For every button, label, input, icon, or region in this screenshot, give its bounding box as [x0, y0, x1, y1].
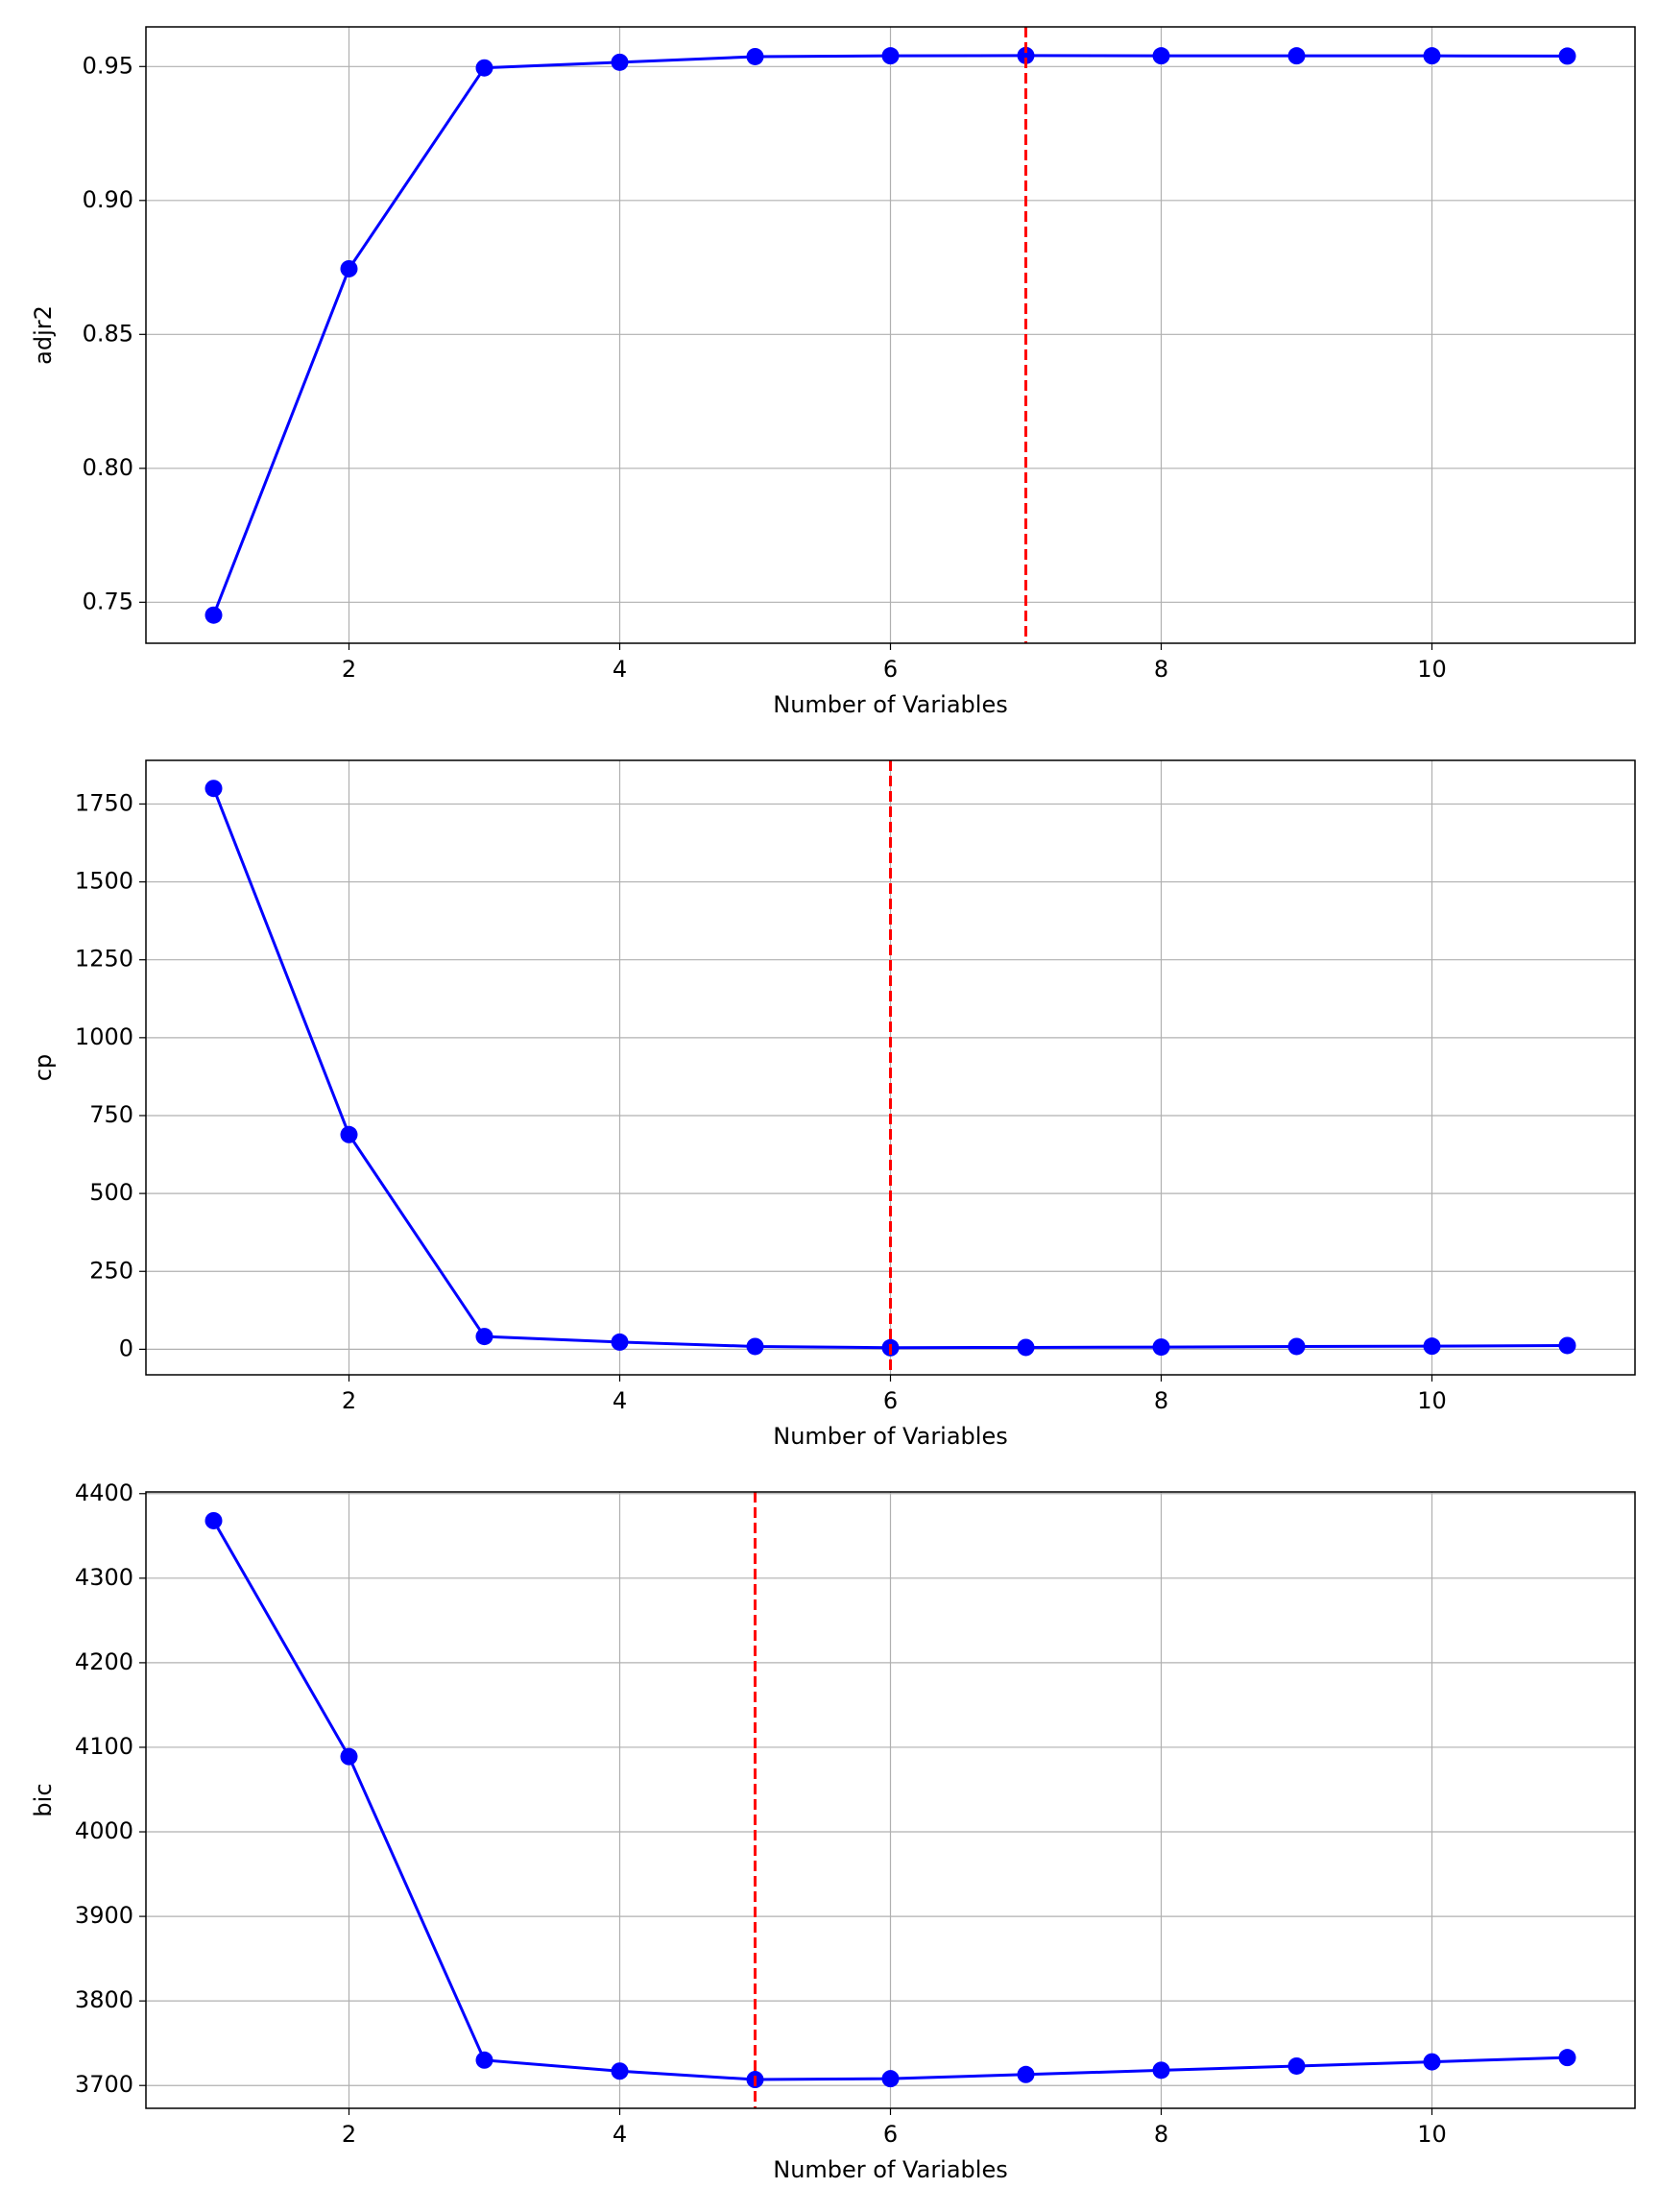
data-point [611, 53, 629, 71]
y-tick-label: 0.95 [83, 52, 133, 79]
data-point [204, 780, 223, 798]
data-point [340, 1747, 358, 1766]
x-tick-label: 10 [1417, 2121, 1447, 2148]
data-point [204, 606, 223, 624]
y-tick-label: 250 [89, 1257, 133, 1284]
subplot: 2 4 6 8 10 0 250 500 750 1000 1250 1500 1750 Number o… [30, 759, 1636, 1450]
y-tick-label: 1750 [75, 789, 133, 816]
data-point [611, 2062, 629, 2080]
y-tick-label: 1250 [75, 946, 133, 973]
axes-frame [145, 1491, 1636, 2109]
y-tick-label: 3900 [75, 1902, 133, 1929]
data-point [1017, 46, 1035, 64]
x-tick-label: 8 [1154, 2121, 1168, 2148]
y-tick-label: 0.80 [83, 454, 133, 481]
x-axis-label: Number of Variables [773, 2156, 1007, 2183]
data-point [746, 1337, 764, 1356]
x-tick-label: 8 [1154, 1387, 1168, 1414]
data-point [1423, 1337, 1441, 1356]
y-tick-label: 1000 [75, 1023, 133, 1050]
data-point [1152, 1338, 1170, 1357]
x-tick-label: 4 [613, 1387, 627, 1414]
x-tick-label: 4 [613, 656, 627, 683]
y-axis-label: bic [30, 1783, 57, 1816]
plot-area [204, 27, 1576, 643]
y-tick-label: 500 [89, 1179, 133, 1206]
data-point [1017, 1338, 1035, 1357]
data-point [1287, 2056, 1306, 2075]
x-axis-label: Number of Variables [773, 691, 1007, 718]
data-point [1558, 47, 1576, 65]
data-point [1017, 2065, 1035, 2083]
data-point [1287, 1337, 1306, 1356]
data-point [204, 1511, 223, 1529]
x-tick-label: 10 [1417, 1387, 1447, 1414]
y-tick-label: 4400 [75, 1479, 133, 1506]
data-point [881, 2070, 900, 2088]
y-tick-label: 4300 [75, 1564, 133, 1591]
x-tick-label: 2 [342, 656, 356, 683]
y-tick-label: 750 [89, 1101, 133, 1128]
y-tick-label: 0.85 [83, 320, 133, 347]
data-point [881, 47, 900, 65]
y-axis-label: cp [30, 1054, 57, 1081]
axes-frame [145, 26, 1636, 644]
x-tick-label: 2 [342, 1387, 356, 1414]
x-tick-label: 6 [883, 656, 898, 683]
y-tick-label: 0.90 [83, 186, 133, 213]
plot-area [204, 760, 1576, 1375]
plot-area [204, 1492, 1576, 2108]
x-tick-label: 10 [1417, 656, 1447, 683]
data-point [1558, 2049, 1576, 2067]
x-axis-label: Number of Variables [773, 1423, 1007, 1450]
data-point [1152, 2061, 1170, 2080]
data-point [611, 1333, 629, 1351]
data-point [1423, 47, 1441, 65]
axes-frame [145, 759, 1636, 1376]
x-tick-label: 6 [883, 1387, 898, 1414]
x-tick-label: 4 [613, 2121, 627, 2148]
y-tick-label: 4000 [75, 1817, 133, 1844]
subplot: 2 4 6 8 10 3700 3800 3900 4000 4100 4200 4300 4400 Nu… [30, 1479, 1636, 2183]
data-point [340, 1125, 358, 1143]
y-tick-label: 4200 [75, 1648, 133, 1675]
data-point [1558, 1336, 1576, 1355]
y-tick-label: 3700 [75, 2071, 133, 2098]
y-tick-label: 0.75 [83, 588, 133, 614]
subplot: 2 4 6 8 10 0.75 0.80 0.85 0.90 0.95 Number of Vari… [30, 26, 1636, 718]
x-tick-label: 6 [883, 2121, 898, 2148]
y-tick-label: 0 [119, 1334, 133, 1361]
y-axis-label: adjr2 [30, 305, 57, 365]
y-tick-label: 3800 [75, 1986, 133, 2013]
data-point [340, 259, 358, 277]
data-point [475, 1328, 493, 1346]
data-point [1423, 2053, 1441, 2071]
data-point [475, 59, 493, 77]
y-tick-label: 1500 [75, 868, 133, 895]
y-tick-label: 4100 [75, 1733, 133, 1760]
data-point [1152, 47, 1170, 65]
data-point [475, 2051, 493, 2069]
x-tick-label: 2 [342, 2121, 356, 2148]
x-tick-label: 8 [1154, 656, 1168, 683]
data-point [746, 47, 764, 65]
data-point [1287, 47, 1306, 65]
